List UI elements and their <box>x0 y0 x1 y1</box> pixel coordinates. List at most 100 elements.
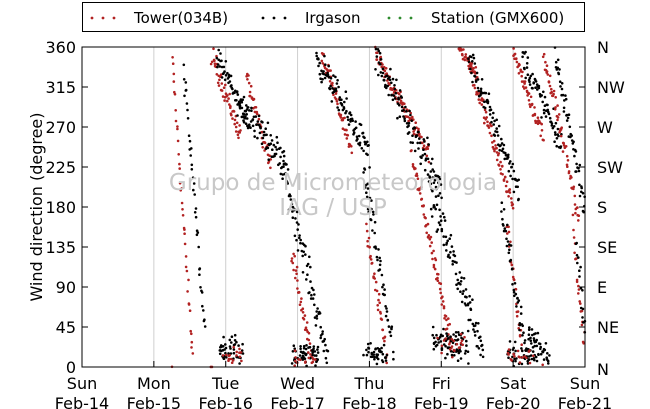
point-irgason <box>329 77 333 80</box>
point-irgason <box>581 289 584 292</box>
point-irgason <box>322 70 325 73</box>
point-tower <box>516 310 520 313</box>
point-irgason <box>483 100 486 104</box>
point-tower <box>439 291 443 295</box>
point-irgason <box>455 283 458 287</box>
point-tower <box>406 115 410 119</box>
point-irgason <box>194 207 198 210</box>
point-irgason <box>428 176 432 179</box>
point-irgason <box>381 71 385 75</box>
point-irgason <box>228 338 232 342</box>
point-tower <box>577 292 580 295</box>
point-tower <box>502 179 506 182</box>
point-irgason <box>195 233 199 237</box>
point-irgason <box>446 239 450 243</box>
point-irgason <box>227 73 231 77</box>
point-tower <box>436 279 440 283</box>
point-irgason <box>371 229 374 232</box>
point-tower <box>540 122 543 126</box>
point-tower <box>478 101 482 105</box>
x-tick-label-date: Feb-18 <box>342 394 396 409</box>
point-tower <box>388 83 391 86</box>
point-irgason <box>575 170 578 173</box>
point-tower <box>374 280 378 284</box>
point-irgason <box>298 354 302 357</box>
point-irgason <box>312 288 315 292</box>
point-tower <box>210 60 214 64</box>
point-irgason <box>455 261 458 264</box>
point-irgason <box>507 153 510 157</box>
point-irgason <box>471 60 474 63</box>
point-irgason <box>415 134 419 137</box>
point-tower <box>575 280 579 284</box>
x-tick-label-date: Feb-15 <box>127 394 181 409</box>
point-tower <box>235 354 238 357</box>
point-irgason <box>575 162 578 166</box>
point-irgason <box>337 108 341 112</box>
point-irgason <box>296 249 300 252</box>
point-irgason <box>366 207 370 211</box>
point-tower <box>580 309 584 313</box>
point-irgason <box>270 139 274 142</box>
point-irgason <box>365 348 368 352</box>
point-tower <box>381 63 384 66</box>
point-tower <box>523 355 526 358</box>
point-irgason <box>523 341 526 345</box>
point-tower <box>183 232 186 235</box>
point-irgason <box>449 335 452 339</box>
point-irgason <box>517 299 521 302</box>
point-irgason <box>223 78 227 82</box>
point-irgason <box>437 221 441 224</box>
point-tower <box>492 139 496 143</box>
point-tower <box>176 127 179 131</box>
point-irgason <box>556 58 560 62</box>
point-tower <box>501 173 504 176</box>
point-tower <box>448 342 451 346</box>
point-irgason <box>523 67 526 71</box>
point-irgason <box>467 60 471 63</box>
point-irgason <box>527 358 531 361</box>
point-irgason <box>218 352 222 356</box>
point-tower <box>450 337 454 341</box>
point-irgason <box>377 73 380 77</box>
point-irgason <box>302 250 306 254</box>
point-irgason <box>389 334 393 338</box>
point-tower <box>221 354 225 357</box>
point-irgason <box>255 123 258 126</box>
point-tower <box>239 351 243 354</box>
point-tower <box>529 105 532 109</box>
point-irgason <box>386 318 390 322</box>
point-irgason <box>448 256 452 259</box>
point-irgason <box>447 337 450 340</box>
point-tower <box>350 145 353 148</box>
point-irgason <box>513 340 517 344</box>
point-irgason <box>388 78 392 82</box>
point-tower <box>301 307 305 311</box>
point-irgason <box>479 353 482 357</box>
point-irgason <box>310 286 314 290</box>
point-irgason <box>471 322 475 326</box>
point-tower <box>309 353 312 356</box>
legend-marker-tower <box>112 16 116 20</box>
point-irgason <box>533 344 536 348</box>
point-tower <box>541 55 545 59</box>
point-tower <box>529 95 533 99</box>
x-grid <box>153 47 514 367</box>
point-irgason <box>496 134 500 137</box>
point-irgason <box>509 244 513 247</box>
point-irgason <box>251 118 255 121</box>
point-irgason <box>502 143 506 147</box>
point-irgason <box>388 330 392 334</box>
point-irgason <box>530 357 534 361</box>
watermark-line-2: IAG / USP <box>279 195 387 221</box>
point-tower <box>473 83 476 87</box>
point-irgason <box>381 285 384 289</box>
point-irgason <box>578 194 582 198</box>
point-irgason <box>495 130 499 134</box>
point-irgason <box>454 331 458 334</box>
point-irgason <box>305 344 308 347</box>
point-tower <box>577 214 581 217</box>
point-irgason <box>537 353 540 357</box>
point-irgason <box>487 92 491 95</box>
point-irgason <box>293 234 297 238</box>
